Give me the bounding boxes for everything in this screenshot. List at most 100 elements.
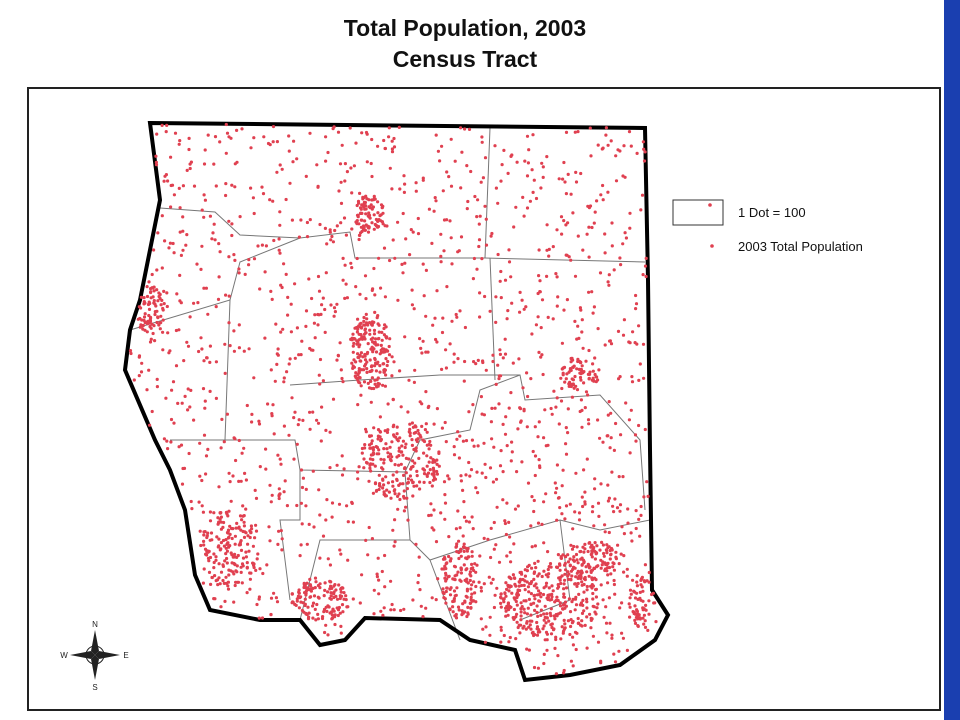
population-dot <box>356 403 360 407</box>
population-dot <box>593 541 597 545</box>
population-dot <box>243 272 247 276</box>
population-dot <box>537 628 541 632</box>
population-dot <box>198 441 202 445</box>
population-dot <box>628 211 632 215</box>
population-dot <box>316 595 320 599</box>
population-dot <box>463 599 467 603</box>
population-dot <box>647 580 651 584</box>
population-dot <box>504 594 508 598</box>
population-dot <box>311 604 315 608</box>
population-dot <box>507 260 512 264</box>
population-dot <box>364 130 369 135</box>
population-dot <box>601 146 605 150</box>
population-dot <box>382 458 386 462</box>
population-dot <box>304 593 308 597</box>
population-dot <box>450 262 454 266</box>
population-dot <box>390 602 394 607</box>
population-dot <box>614 421 618 426</box>
population-dot <box>533 454 538 458</box>
population-dot <box>444 366 448 370</box>
population-dot <box>638 590 642 595</box>
population-dot <box>427 460 431 464</box>
population-dot <box>409 478 414 482</box>
population-dot <box>499 269 503 274</box>
population-dot <box>350 361 354 365</box>
population-dot <box>459 554 463 558</box>
population-dot <box>522 307 526 311</box>
population-dot <box>181 215 185 219</box>
population-dot <box>383 492 387 497</box>
population-dot <box>297 418 301 422</box>
population-dot <box>600 563 604 567</box>
population-dot <box>552 389 556 393</box>
population-dot <box>443 597 447 601</box>
population-dot <box>571 378 576 382</box>
population-dot <box>167 246 171 250</box>
population-dot <box>555 463 560 467</box>
population-dot <box>464 439 469 443</box>
population-dot <box>484 217 488 221</box>
population-dot <box>624 401 628 405</box>
population-dot <box>404 442 408 446</box>
population-dot <box>539 355 543 359</box>
population-dot <box>373 464 377 468</box>
population-dot <box>417 573 421 578</box>
population-dot <box>637 423 641 428</box>
population-dot <box>312 321 316 325</box>
population-dot <box>250 420 254 424</box>
population-dot <box>324 271 328 275</box>
population-dot <box>416 428 420 433</box>
population-dot <box>364 331 368 335</box>
population-dot <box>590 510 595 514</box>
population-dot <box>323 330 327 334</box>
population-dot <box>251 544 255 548</box>
population-dot <box>560 341 565 345</box>
population-dot <box>235 128 239 132</box>
legend-dot <box>710 244 714 248</box>
population-dot <box>465 587 469 591</box>
population-dot <box>137 354 142 358</box>
population-dot <box>148 423 152 427</box>
population-dot <box>553 481 557 485</box>
population-dot <box>499 640 503 644</box>
population-dot <box>128 349 133 353</box>
population-dot <box>473 562 477 566</box>
population-dot <box>368 332 372 336</box>
population-dot <box>411 494 415 498</box>
population-dot <box>623 231 627 235</box>
population-dot <box>278 163 282 167</box>
population-dot <box>299 353 303 357</box>
population-dot <box>228 524 232 528</box>
population-dot <box>304 174 308 178</box>
population-dot <box>430 472 434 476</box>
population-dot <box>372 612 376 616</box>
population-dot <box>189 160 193 164</box>
population-dot <box>292 457 296 461</box>
population-dot <box>367 225 371 229</box>
population-dot <box>452 360 456 364</box>
population-dot <box>599 566 603 570</box>
population-dot <box>221 538 226 543</box>
population-dot <box>512 542 516 546</box>
population-dot <box>497 560 502 564</box>
population-dot <box>596 143 600 147</box>
population-dot <box>470 592 474 596</box>
population-dot <box>562 603 567 607</box>
population-dot <box>357 237 361 242</box>
population-dot <box>522 599 526 603</box>
population-dot <box>402 489 406 493</box>
population-dot <box>541 165 545 169</box>
population-dot <box>488 633 492 637</box>
population-dot <box>544 584 548 588</box>
population-dot <box>244 555 248 559</box>
population-dot <box>202 215 206 219</box>
population-dot <box>628 615 632 619</box>
population-dot <box>451 605 455 609</box>
population-dot <box>174 328 178 333</box>
population-dot <box>645 480 649 484</box>
population-dot <box>448 342 452 346</box>
population-dot <box>202 433 207 437</box>
population-dot <box>398 482 402 486</box>
population-dot <box>591 604 595 608</box>
population-dot <box>414 189 418 193</box>
